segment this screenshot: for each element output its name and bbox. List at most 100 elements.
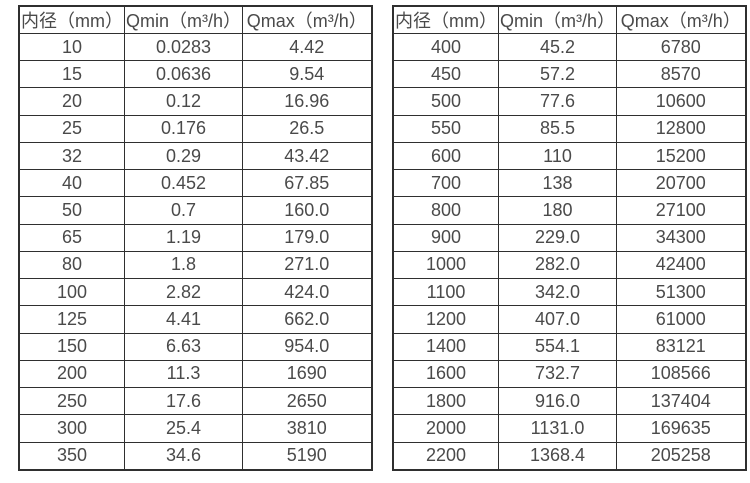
- table-cell: 2.82: [123, 278, 244, 307]
- table-cell: 100: [18, 278, 125, 307]
- table-row: 250 17.6 2650: [18, 387, 373, 416]
- table-cell: 40: [18, 169, 125, 198]
- table-cell: 5190: [242, 441, 373, 471]
- table-row: 1200 407.0 61000: [392, 305, 747, 334]
- table-row: 2200 1368.4 205258: [392, 441, 747, 471]
- table-cell: 4.42: [242, 32, 373, 62]
- table-cell: 282.0: [497, 250, 618, 280]
- table-cell: 15: [18, 60, 125, 89]
- table-cell: 954.0: [242, 332, 373, 361]
- column-header: Qmax（m³/h）: [616, 5, 747, 34]
- table-cell: 10600: [616, 87, 747, 116]
- table-cell: 125: [18, 305, 125, 334]
- table-cell: 27100: [616, 196, 747, 225]
- table-cell: 6780: [616, 32, 747, 62]
- table-row: 10 0.0283 4.42: [18, 32, 373, 62]
- table-cell: 180: [497, 196, 618, 225]
- table-row: 900 229.0 34300: [392, 223, 747, 252]
- table-cell: 229.0: [497, 223, 618, 252]
- table-cell: 85.5: [497, 114, 618, 143]
- table-row: 125 4.41 662.0: [18, 305, 373, 334]
- table-cell: 179.0: [242, 223, 373, 252]
- table-row: 550 85.5 12800: [392, 114, 747, 143]
- table-cell: 25: [18, 114, 125, 143]
- table-cell: 1400: [392, 332, 499, 361]
- table-cell: 1100: [392, 278, 499, 307]
- table-row: 200 11.3 1690: [18, 359, 373, 389]
- table-cell: 9.54: [242, 60, 373, 89]
- flow-range-table-large-diameters: 内径（mm） Qmin（m³/h） Qmax（m³/h） 400 45.2 6780 450…: [392, 5, 747, 471]
- table-row: 50 0.7 160.0: [18, 196, 373, 225]
- table-cell: 8570: [616, 60, 747, 89]
- table-row: 65 1.19 179.0: [18, 223, 373, 252]
- table-row: 450 57.2 8570: [392, 60, 747, 89]
- table-cell: 205258: [616, 441, 747, 471]
- table-row: 700 138 20700: [392, 169, 747, 198]
- table-cell: 26.5: [242, 114, 373, 143]
- table-cell: 150: [18, 332, 125, 361]
- table-cell: 77.6: [497, 87, 618, 116]
- table-cell: 1800: [392, 387, 499, 416]
- table-row: 32 0.29 43.42: [18, 141, 373, 171]
- table-row: 100 2.82 424.0: [18, 278, 373, 307]
- flow-range-table-small-diameters: 内径（mm） Qmin（m³/h） Qmax（m³/h） 10 0.0283 4.42 15…: [18, 5, 373, 471]
- table-row: 15 0.0636 9.54: [18, 60, 373, 89]
- table-cell: 0.0283: [123, 32, 244, 62]
- table-cell: 1690: [242, 359, 373, 389]
- table-cell: 43.42: [242, 141, 373, 171]
- table-row: 1100 342.0 51300: [392, 278, 747, 307]
- table-cell: 424.0: [242, 278, 373, 307]
- table-row: 600 110 15200: [392, 141, 747, 171]
- table-cell: 0.452: [123, 169, 244, 198]
- table-cell: 0.176: [123, 114, 244, 143]
- table-cell: 34300: [616, 223, 747, 252]
- table-cell: 554.1: [497, 332, 618, 361]
- table-cell: 32: [18, 141, 125, 171]
- table-row: 500 77.6 10600: [392, 87, 747, 116]
- table-cell: 20700: [616, 169, 747, 198]
- table-cell: 83121: [616, 332, 747, 361]
- table-row: 25 0.176 26.5: [18, 114, 373, 143]
- table-cell: 42400: [616, 250, 747, 280]
- table-cell: 350: [18, 441, 125, 471]
- table-cell: 700: [392, 169, 499, 198]
- table-cell: 67.85: [242, 169, 373, 198]
- table-cell: 250: [18, 387, 125, 416]
- table-cell: 407.0: [497, 305, 618, 334]
- column-header: Qmin（m³/h）: [497, 5, 618, 34]
- table-cell: 25.4: [123, 414, 244, 443]
- table-cell: 50: [18, 196, 125, 225]
- table-cell: 11.3: [123, 359, 244, 389]
- table-cell: 10: [18, 32, 125, 62]
- table-cell: 34.6: [123, 441, 244, 471]
- table-cell: 450: [392, 60, 499, 89]
- table-cell: 57.2: [497, 60, 618, 89]
- table-cell: 1600: [392, 359, 499, 389]
- table-cell: 500: [392, 87, 499, 116]
- column-header: Qmin（m³/h）: [123, 5, 244, 34]
- table-row: 1400 554.1 83121: [392, 332, 747, 361]
- table-cell: 6.63: [123, 332, 244, 361]
- table-cell: 200: [18, 359, 125, 389]
- table-cell: 4.41: [123, 305, 244, 334]
- table-cell: 916.0: [497, 387, 618, 416]
- table-row: 40 0.452 67.85: [18, 169, 373, 198]
- table-cell: 12800: [616, 114, 747, 143]
- column-header: 内径（mm）: [392, 5, 499, 34]
- table-cell: 15200: [616, 141, 747, 171]
- table-cell: 1.8: [123, 250, 244, 280]
- table-cell: 16.96: [242, 87, 373, 116]
- table-cell: 1368.4: [497, 441, 618, 471]
- table-cell: 1131.0: [497, 414, 618, 443]
- table-row: 150 6.63 954.0: [18, 332, 373, 361]
- table-row: 400 45.2 6780: [392, 32, 747, 62]
- table-row: 800 180 27100: [392, 196, 747, 225]
- table-cell: 160.0: [242, 196, 373, 225]
- table-cell: 138: [497, 169, 618, 198]
- column-header: 内径（mm）: [18, 5, 125, 34]
- table-cell: 800: [392, 196, 499, 225]
- table-cell: 61000: [616, 305, 747, 334]
- table-cell: 51300: [616, 278, 747, 307]
- table-row: 300 25.4 3810: [18, 414, 373, 443]
- table-cell: 300: [18, 414, 125, 443]
